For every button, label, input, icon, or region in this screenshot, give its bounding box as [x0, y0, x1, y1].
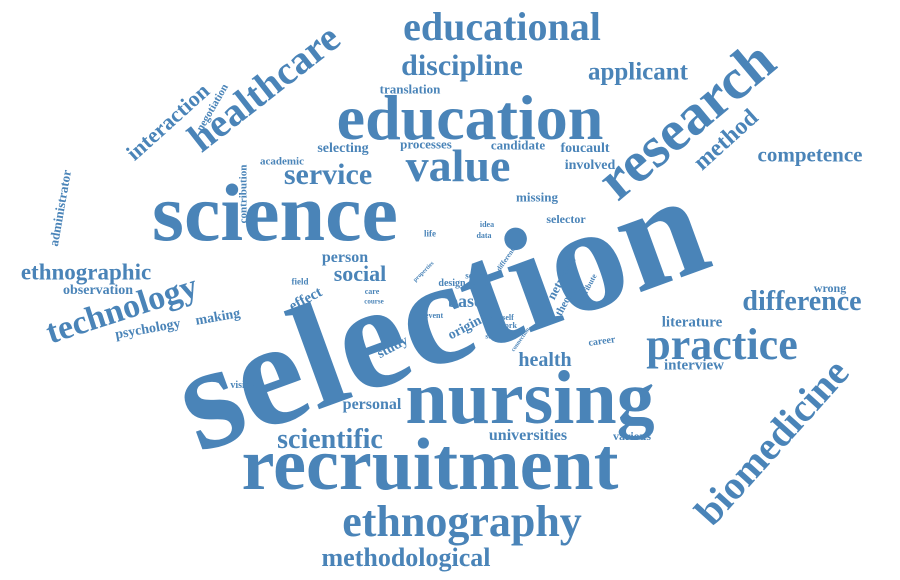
word-administrator: administrator	[45, 168, 75, 248]
word-recruitment: recruitment	[241, 424, 619, 506]
word-visible: data	[476, 231, 492, 240]
word-practice: practice	[646, 320, 798, 369]
word-theory: care	[364, 287, 380, 296]
word-properties: wrong	[813, 281, 847, 295]
word-difference: difference	[742, 286, 862, 317]
word-biomedicine: biomedicine	[685, 349, 858, 534]
word-different: visible	[230, 380, 258, 391]
word-translation: translation	[379, 81, 441, 97]
word-social: social	[333, 261, 387, 286]
word-data: actor	[467, 280, 487, 291]
word-ethnography: ethnography	[342, 497, 582, 546]
word-methodological: methodological	[321, 543, 491, 572]
word-missing: missing	[516, 189, 558, 205]
word-educational: educational	[403, 4, 601, 49]
word-interview: interview	[664, 357, 724, 374]
word-science: science	[152, 167, 398, 258]
word-network: field	[291, 276, 309, 287]
word-selector: selector	[546, 212, 586, 226]
word-discipline: discipline	[401, 49, 523, 82]
word-value: value	[405, 140, 511, 191]
word-ethnographic: ethnographic	[20, 259, 152, 285]
word-wrong: idea	[479, 220, 495, 229]
word-health: health	[518, 349, 572, 371]
word-person: person	[321, 249, 369, 266]
word-involved: involved	[564, 158, 616, 173]
word-competence: competence	[757, 142, 863, 167]
word-academic: academic	[260, 155, 304, 168]
word-applicant: applicant	[587, 58, 689, 86]
word-design: work	[499, 321, 517, 330]
word-various: life	[424, 228, 436, 239]
word-education: education	[336, 82, 604, 153]
word-attribute: career	[587, 334, 617, 349]
word-foucault: foucault	[560, 141, 610, 156]
word-service: service	[283, 158, 373, 191]
word-contribution: contribution	[237, 164, 250, 224]
word-based: based	[447, 291, 493, 311]
word-candidate: candidate	[490, 137, 546, 153]
word-life: design	[438, 278, 466, 289]
word-literature: literature	[661, 314, 723, 331]
word-course: self	[502, 313, 514, 322]
word-scientific: scientific	[277, 424, 383, 455]
word-selecting: selecting	[317, 141, 369, 156]
word-connection: various	[612, 429, 652, 443]
word-processes: processes	[400, 136, 452, 152]
word-universities: universities	[488, 427, 568, 444]
word-personal: personal	[342, 396, 402, 413]
word-field: event	[424, 311, 444, 320]
word-idea: series	[465, 270, 487, 281]
word-observation: observation	[63, 283, 133, 298]
word-nursing: nursing	[405, 356, 655, 440]
word-series: staff	[485, 332, 499, 341]
word-career: course	[364, 297, 384, 306]
